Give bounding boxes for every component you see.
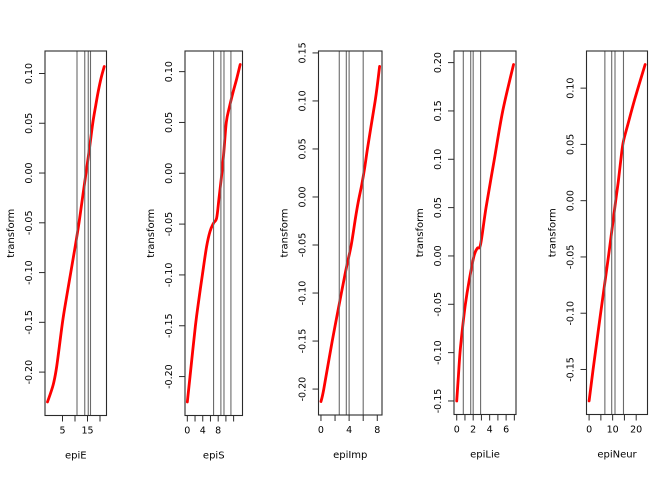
x-tick-label: 8 <box>374 425 380 436</box>
y-tick-label: 0.05 <box>298 138 309 159</box>
plot-box <box>184 50 244 417</box>
y-tick-label: -0.15 <box>298 329 309 354</box>
plot-box <box>453 50 517 416</box>
y-tick-label: -0.15 <box>164 313 175 338</box>
y-tick-label: -0.05 <box>566 245 577 270</box>
x-tick-label: 10 <box>607 425 619 436</box>
x-tick-label: 0 <box>586 425 592 436</box>
x-tick-label: 0 <box>318 425 324 436</box>
transform-curve <box>587 63 647 403</box>
y-axis-title: transform <box>6 209 17 258</box>
x-tick-label: 15 <box>81 426 93 437</box>
y-tick-label: -0.05 <box>298 233 309 258</box>
x-tick-label: 4 <box>346 425 352 436</box>
x-tick-label: 0 <box>454 425 460 436</box>
x-axis-title: epiImp <box>333 450 367 461</box>
y-tick-label: 0.20 <box>433 52 444 73</box>
y-axis-title: transform <box>146 209 157 258</box>
plot-box <box>317 50 383 416</box>
y-tick-label: 0.00 <box>164 163 175 184</box>
y-tick-label: -0.05 <box>164 212 175 237</box>
plot-box <box>44 50 108 417</box>
x-axis-title: epiE <box>65 451 87 462</box>
y-axis-title: transform <box>415 208 426 257</box>
y-tick-label: 0.00 <box>24 162 35 183</box>
x-axis-title: epiS <box>203 451 225 462</box>
x-tick-label: 5 <box>59 426 65 437</box>
x-tick-label: 20 <box>630 425 642 436</box>
y-tick-label: -0.10 <box>298 281 309 306</box>
y-tick-label: -0.05 <box>433 292 444 317</box>
plot-box <box>585 50 649 416</box>
y-tick-label: 0.15 <box>433 100 444 121</box>
transform-curve <box>319 64 382 403</box>
x-axis-title: epiLie <box>470 450 500 461</box>
y-tick-label: 0.10 <box>566 78 577 99</box>
y-tick-label: 0.00 <box>298 186 309 207</box>
y-tick-label: 0.10 <box>298 90 309 111</box>
x-tick-label: 6 <box>503 425 509 436</box>
x-axis-title: epiNeur <box>597 450 637 461</box>
panel-epiImp: 0.15 0.10 0.05 0.00 -0.05 -0.10 -0.15 -0.20 0 4 8 e… <box>280 42 383 461</box>
y-tick-label: 0.05 <box>164 112 175 133</box>
y-tick-label: 0.10 <box>24 63 35 84</box>
x-tick-label: 0 <box>184 426 190 437</box>
panel-epiS: 0.10 0.05 0.00 -0.05 -0.10 -0.15 -0.20 0 4 8 epiS t… <box>146 50 244 462</box>
y-tick-label: -0.15 <box>24 310 35 335</box>
y-tick-label: -0.10 <box>566 301 577 326</box>
y-tick-label: -0.20 <box>24 360 35 385</box>
y-tick-label: -0.10 <box>24 260 35 285</box>
y-tick-label: 0.10 <box>164 61 175 82</box>
y-tick-label: 0.05 <box>566 134 577 155</box>
x-tick-label: 8 <box>215 426 221 437</box>
y-tick-label: 0.00 <box>433 245 444 266</box>
y-axis-title: transform <box>280 208 291 257</box>
transform-curve <box>46 65 106 404</box>
transform-curve <box>185 63 242 404</box>
panel-epiNeur: 0.10 0.05 0.00 -0.05 -0.10 -0.15 0 10 20 epiNeur t… <box>548 50 649 461</box>
y-tick-label: -0.15 <box>433 389 444 414</box>
y-tick-label: -0.20 <box>298 377 309 402</box>
y-tick-label: 0.10 <box>433 149 444 170</box>
y-tick-label: 0.15 <box>298 42 309 63</box>
panel-epiLie: 0.20 0.15 0.10 0.05 0.00 -0.05 -0.10 -0.15 0 2 4 6 e… <box>415 50 517 461</box>
y-tick-label: -0.10 <box>164 263 175 288</box>
transform-curve <box>455 63 515 403</box>
y-axis-title: transform <box>548 208 559 257</box>
y-tick-label: -0.15 <box>566 357 577 382</box>
panel-epiE: 0.10 0.05 0.00 -0.05 -0.10 -0.15 -0.20 5 15 epiE t… <box>6 50 108 462</box>
y-tick-label: 0.00 <box>566 190 577 211</box>
y-tick-label: -0.20 <box>164 364 175 389</box>
x-tick-label: 4 <box>200 426 206 437</box>
x-tick-label: 2 <box>470 425 476 436</box>
y-tick-label: -0.10 <box>433 340 444 365</box>
y-tick-label: 0.05 <box>433 197 444 218</box>
y-tick-label: 0.05 <box>24 113 35 134</box>
y-tick-label: -0.05 <box>24 211 35 236</box>
x-tick-label: 4 <box>487 425 493 436</box>
